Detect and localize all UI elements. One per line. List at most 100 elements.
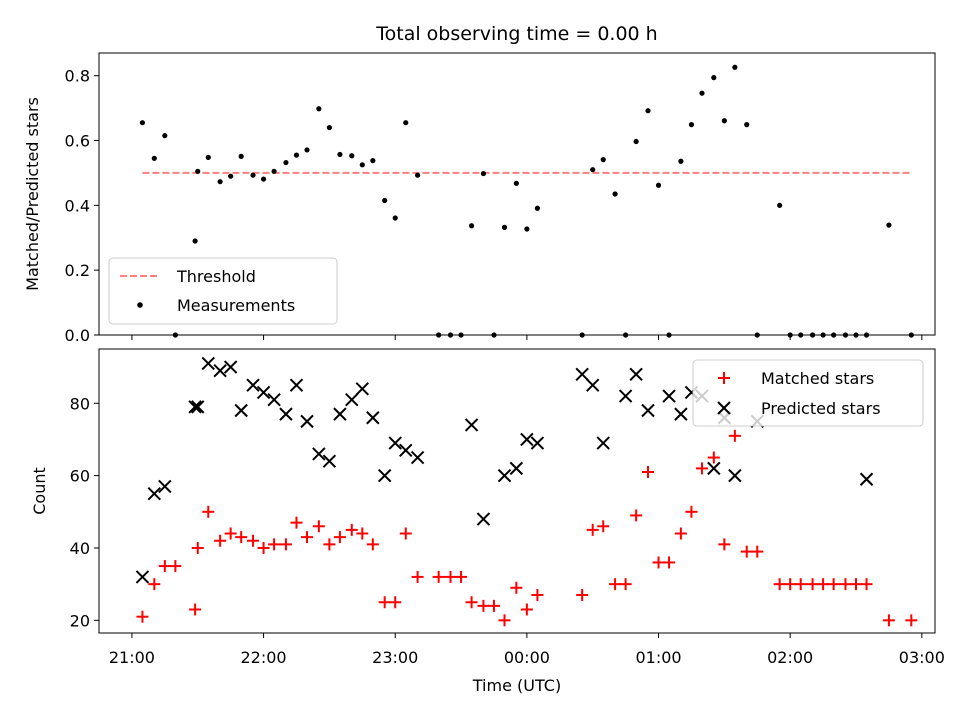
count-plot-area <box>135 356 918 627</box>
predicted-marker-stroke <box>530 436 545 450</box>
matched-star-point <box>279 538 292 551</box>
measurement-point <box>590 167 596 173</box>
matched-star-point <box>487 599 500 612</box>
matched-star-point <box>455 570 468 583</box>
ratio-y-tick-label: 0.8 <box>65 67 90 86</box>
predicted-marker-stroke <box>312 447 326 461</box>
measurement-point <box>886 222 892 228</box>
predicted-marker-stroke <box>728 468 742 483</box>
count-axes-frame <box>98 348 936 634</box>
ratio-legend: Threshold Measurements <box>108 257 338 325</box>
matched-star-point <box>312 520 325 533</box>
predicted-star-point <box>859 472 874 486</box>
predicted-star-point <box>322 454 337 468</box>
predicted-star-point <box>618 389 633 403</box>
predicted-marker-stroke <box>300 414 314 429</box>
matched-star-point <box>728 429 741 442</box>
measurement-point <box>228 173 234 179</box>
predicted-star-point <box>135 570 150 584</box>
matched-star-point <box>169 560 182 573</box>
predicted-marker-stroke <box>399 443 413 458</box>
predicted-star-point <box>585 378 600 392</box>
predicted-marker-stroke <box>596 436 610 450</box>
predicted-marker-stroke <box>267 392 281 407</box>
measurement-point <box>633 138 639 145</box>
x-tick-label: 02:00 <box>767 648 813 667</box>
predicted-star-point <box>234 403 248 418</box>
predicted-star-point <box>201 356 215 371</box>
measurement-point <box>283 159 289 166</box>
measurement-point <box>732 64 738 70</box>
measurement-point <box>316 106 322 112</box>
ratio-x-ticks <box>131 335 923 340</box>
x-tick-label: 03:00 <box>899 648 945 667</box>
predicted-marker-stroke <box>476 512 491 526</box>
matched-star-point <box>586 523 599 536</box>
x-axis-label: Time (UTC) <box>472 676 561 695</box>
predicted-star-point <box>575 367 589 382</box>
predicted-marker-stroke <box>629 367 643 382</box>
predicted-marker-stroke <box>158 479 172 494</box>
matched-star-point <box>794 578 807 591</box>
predicted-star-point <box>641 403 655 418</box>
measurement-point <box>217 179 223 185</box>
matched-star-point <box>695 462 708 475</box>
predicted-marker-stroke <box>279 407 293 421</box>
predicted-star-point <box>312 447 326 461</box>
predicted-star-point <box>662 389 676 403</box>
predicted-star-point <box>246 378 260 392</box>
measurement-point <box>326 124 332 131</box>
matched-star-point <box>189 603 202 616</box>
ratio-y-tick-label: 0.6 <box>65 132 90 151</box>
measurement-point <box>688 122 695 128</box>
matched-star-point <box>158 560 171 573</box>
matched-star-point <box>740 545 753 558</box>
matched-star-point <box>806 578 819 591</box>
matched-star-point <box>235 531 248 544</box>
measurement-point <box>612 191 618 197</box>
measurement-point <box>403 120 409 126</box>
matched-star-point <box>411 570 424 583</box>
predicted-marker-stroke <box>223 360 238 374</box>
matched-star-point <box>663 556 676 569</box>
predicted-marker-stroke <box>674 407 688 421</box>
count-panel: 20 40 60 80 21:00 22:00 23:00 00:00 01:00 02:00 0… <box>30 348 945 695</box>
matched-star-point <box>202 505 215 518</box>
predicted-marker-stroke <box>497 468 512 483</box>
predicted-marker-stroke <box>191 400 205 414</box>
predicted-star-point <box>464 418 479 432</box>
predicted-star-point <box>476 512 491 526</box>
predicted-star-point <box>267 392 281 407</box>
matched-star-point <box>773 578 786 591</box>
predicted-star-point <box>158 479 172 494</box>
measurement-point <box>260 176 267 182</box>
matched-star-point <box>498 614 511 627</box>
matched-star-point <box>641 466 654 479</box>
measurement-point <box>655 182 662 188</box>
matched-legend-swatch <box>718 372 730 384</box>
predicted-marker-stroke <box>289 378 304 392</box>
predicted-marker-stroke <box>641 403 655 418</box>
predicted-star-point <box>520 432 534 447</box>
threshold-legend-label: Threshold <box>176 267 256 286</box>
matched-star-point <box>630 509 643 522</box>
measurement-point <box>205 154 211 160</box>
predicted-marker-stroke <box>147 487 162 501</box>
predicted-marker-stroke <box>135 570 150 584</box>
matched-star-point <box>268 538 281 551</box>
count-x-ticks: 21:00 22:00 23:00 00:00 01:00 02:00 03:00 <box>109 633 945 667</box>
matched-star-point <box>674 527 687 540</box>
matched-star-point <box>389 596 402 609</box>
matched-star-point <box>619 578 632 591</box>
measurement-point <box>162 133 168 139</box>
matched-star-point <box>257 541 270 554</box>
predicted-star-point <box>147 487 162 501</box>
predicted-marker-stroke <box>256 385 271 400</box>
ratio-y-tick-label: 0.2 <box>65 261 90 280</box>
predicted-star-point <box>530 436 545 450</box>
matched-star-point <box>148 578 161 591</box>
measurement-point <box>349 153 355 159</box>
x-tick-label: 21:00 <box>109 648 155 667</box>
predicted-marker-stroke <box>662 389 676 403</box>
predicted-marker-stroke <box>464 418 479 432</box>
